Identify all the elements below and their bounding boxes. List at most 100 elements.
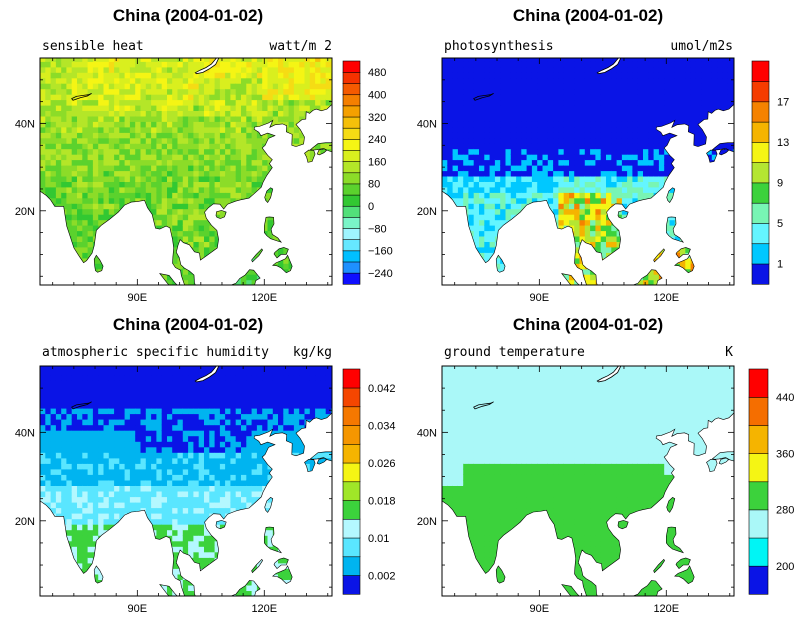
x-tick-label: 90E xyxy=(128,603,148,615)
colorbar-swatch xyxy=(751,222,770,245)
y-tick-label: 40N xyxy=(417,118,437,130)
colorbar-swatch xyxy=(751,243,770,265)
colorbar-swatch xyxy=(342,149,361,162)
coastlines xyxy=(40,366,332,596)
colorbar: 0.042 0.034 0.026 0.018 0.01 0.002 xyxy=(342,368,396,595)
colorbar-swatch xyxy=(748,481,769,511)
colorbar-label: 320 xyxy=(368,112,386,124)
colorbar: 440 360 280 200 xyxy=(748,368,794,595)
colorbar-swatch xyxy=(342,172,361,185)
colorbar-swatch xyxy=(748,424,769,454)
x-tick-label: 120E xyxy=(251,603,277,615)
colorbar-swatch xyxy=(342,194,361,207)
variable-label: ground temperature xyxy=(444,345,585,360)
lake-baikal-outline xyxy=(194,58,220,75)
colorbar-label: 1 xyxy=(777,259,783,271)
lake-balkhash-outline xyxy=(71,93,92,101)
colorbar-label: 0.026 xyxy=(368,458,396,470)
map-frame xyxy=(39,57,333,286)
colorbar-swatch xyxy=(342,116,361,129)
map-panel-2: China (2004-01-02) photosynthesis umol/m2s… xyxy=(417,6,789,304)
colorbar-swatch xyxy=(342,83,361,96)
colorbar-swatch xyxy=(342,537,361,558)
units-label: watt/m 2 xyxy=(269,39,332,54)
colorbar-swatch xyxy=(748,396,769,426)
colorbar-label: 160 xyxy=(368,156,386,168)
lake-baikal-outline xyxy=(194,366,220,383)
colorbar-swatch xyxy=(342,499,361,520)
colorbar-label: 440 xyxy=(776,392,794,404)
colorbar-label: 0.042 xyxy=(368,383,396,395)
colorbar-label: 17 xyxy=(777,97,789,109)
colorbar-label: 0.002 xyxy=(368,570,396,582)
panel-title: China (2004-01-02) xyxy=(113,6,263,25)
colorbar-label: 0 xyxy=(368,201,374,213)
colorbar-swatch xyxy=(748,509,769,539)
x-tick-label: 120E xyxy=(653,603,679,615)
colorbar-swatch xyxy=(342,462,361,483)
colorbar-swatch xyxy=(342,127,361,140)
axis-ticks xyxy=(442,57,734,285)
panel-title: China (2004-01-02) xyxy=(113,315,263,334)
colorbar-label: 9 xyxy=(777,178,783,190)
colorbar: 17 13 9 5 1 xyxy=(751,60,789,285)
map-frame xyxy=(441,365,735,597)
y-tick-label: 40N xyxy=(15,427,35,439)
colorbar-swatch xyxy=(342,387,361,408)
y-tick-label: 20N xyxy=(417,516,437,528)
map-panel-1: China (2004-01-02) sensible heat watt/m 2 9… xyxy=(15,6,393,304)
lake-balkhash-outline xyxy=(473,401,494,410)
colorbar-swatch xyxy=(342,481,361,501)
map-panel-4: China (2004-01-02) ground temperature K 90E… xyxy=(417,315,795,615)
colorbar-swatch xyxy=(342,105,361,118)
colorbar-swatch xyxy=(751,202,770,224)
colorbar-swatch xyxy=(342,60,361,73)
x-tick-label: 90E xyxy=(530,292,550,304)
colorbar: 480 400 320 240 160 80 0 −80 −160 −240 xyxy=(342,60,393,285)
map-frame xyxy=(39,365,333,597)
colorbar-label: 0.018 xyxy=(368,495,396,507)
colorbar-swatch xyxy=(342,227,361,240)
colorbar-label: 240 xyxy=(368,134,386,146)
units-label: umol/m2s xyxy=(670,39,733,54)
colorbar-swatch xyxy=(342,161,361,174)
colorbar-label: 480 xyxy=(368,67,386,79)
colorbar-swatch xyxy=(342,272,361,285)
y-tick-label: 40N xyxy=(15,118,35,130)
axis-ticks xyxy=(40,57,332,285)
colorbar-label: 200 xyxy=(776,561,794,573)
colorbar-swatch xyxy=(342,205,361,218)
colorbar-swatch xyxy=(342,518,361,539)
colorbar-label: 360 xyxy=(776,448,794,460)
coastlines xyxy=(40,58,332,285)
colorbar-swatch xyxy=(342,443,361,464)
colorbar-swatch xyxy=(342,94,361,107)
map-frame xyxy=(441,57,735,286)
variable-label: sensible heat xyxy=(42,39,144,54)
field-raster xyxy=(40,58,332,285)
colorbar-swatch xyxy=(342,239,361,252)
lake-balkhash-outline xyxy=(71,401,92,410)
colorbar-swatch xyxy=(751,263,770,285)
colorbar-label: −240 xyxy=(368,268,393,280)
variable-label: atmospheric specific humidity xyxy=(42,345,269,360)
colorbar-swatch xyxy=(342,574,361,595)
x-tick-label: 90E xyxy=(128,292,148,304)
colorbar-swatch xyxy=(748,368,769,398)
colorbar-label: 0.01 xyxy=(368,533,389,545)
colorbar-swatch xyxy=(342,216,361,229)
colorbar-swatch xyxy=(751,80,770,103)
colorbar-label: −160 xyxy=(368,246,393,258)
colorbar-label: 80 xyxy=(368,179,380,191)
units-label: K xyxy=(725,345,733,360)
y-tick-label: 20N xyxy=(417,206,437,218)
axis-ticks xyxy=(40,365,332,596)
colorbar-label: 13 xyxy=(777,137,789,149)
colorbar-swatch xyxy=(751,162,770,184)
colorbar-label: −80 xyxy=(368,223,387,235)
lake-baikal-outline xyxy=(596,58,622,75)
coastlines xyxy=(442,366,734,596)
colorbar-swatch xyxy=(342,556,361,576)
colorbar-label: 5 xyxy=(777,218,783,230)
